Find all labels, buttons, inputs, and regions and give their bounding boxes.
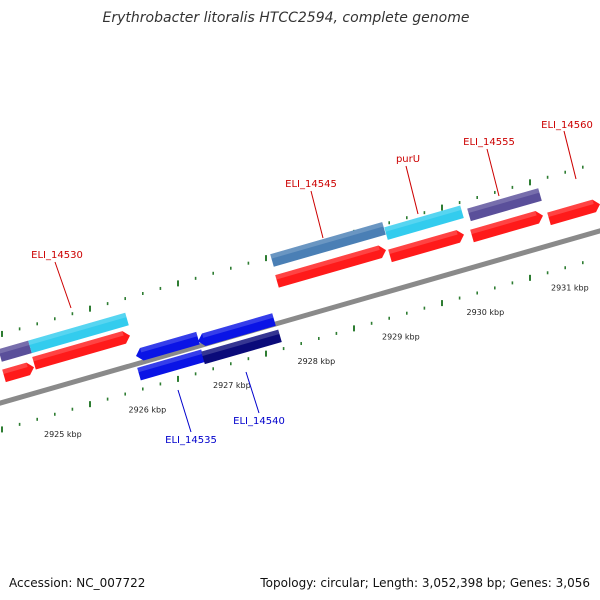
gene-leader-line	[245, 371, 260, 414]
feature-blocks	[0, 188, 600, 383]
feature-block	[270, 222, 386, 267]
feature-block	[201, 329, 282, 365]
gene-label: ELI_14560	[541, 120, 593, 131]
accession-text: Accession: NC_007722	[9, 576, 146, 590]
feature-block	[384, 205, 464, 240]
genome-backbone	[0, 228, 600, 406]
gene-label: ELI_14555	[463, 137, 515, 148]
gene-leader-line	[54, 261, 72, 309]
cds-reverse	[136, 331, 200, 361]
feature-block	[0, 340, 32, 362]
genome-summary: Topology: circular; Length: 3,052,398 bp…	[260, 576, 590, 590]
map-title: Erythrobacter litoralis HTCC2594, comple…	[103, 10, 470, 26]
gene-label: ELI_14545	[285, 179, 337, 190]
tick-label: 2931 kbp	[551, 284, 589, 293]
tick-label: 2929 kbp	[382, 332, 420, 341]
tick-label: 2928 kbp	[298, 357, 336, 366]
tick-label: 2927 kbp	[213, 381, 251, 390]
feature-block	[137, 349, 205, 381]
gene-label: purU	[396, 154, 420, 165]
feature-block	[28, 312, 129, 354]
cds-forward	[275, 245, 386, 288]
gene-leader-line	[177, 389, 192, 433]
feature-block	[467, 188, 542, 222]
gene-label: ELI_14540	[233, 416, 285, 427]
gene-leader-line	[563, 130, 577, 180]
gene-leader-line	[486, 148, 500, 197]
gene-label: ELI_14530	[31, 250, 83, 261]
cds-forward	[388, 230, 464, 263]
cds-forward	[2, 362, 35, 383]
gene-labels: ELI_14530 ELI_14535 ELI_14540 ELI_14545 purU…	[31, 120, 593, 446]
cds-forward	[470, 211, 543, 243]
gene-leader-line	[310, 190, 324, 239]
tick-labels: 2925 kbp 2926 kbp 2927 kbp 2928 kbp 2929 kbp…	[44, 284, 589, 439]
tick-label: 2930 kbp	[467, 308, 505, 317]
gene-label: ELI_14535	[165, 435, 217, 446]
gene-leader-line	[405, 165, 419, 215]
cds-forward	[32, 331, 131, 370]
cds-forward	[547, 199, 600, 226]
tick-label: 2926 kbp	[129, 406, 167, 415]
cds-reverse	[198, 313, 276, 346]
tick-label: 2925 kbp	[44, 430, 82, 439]
